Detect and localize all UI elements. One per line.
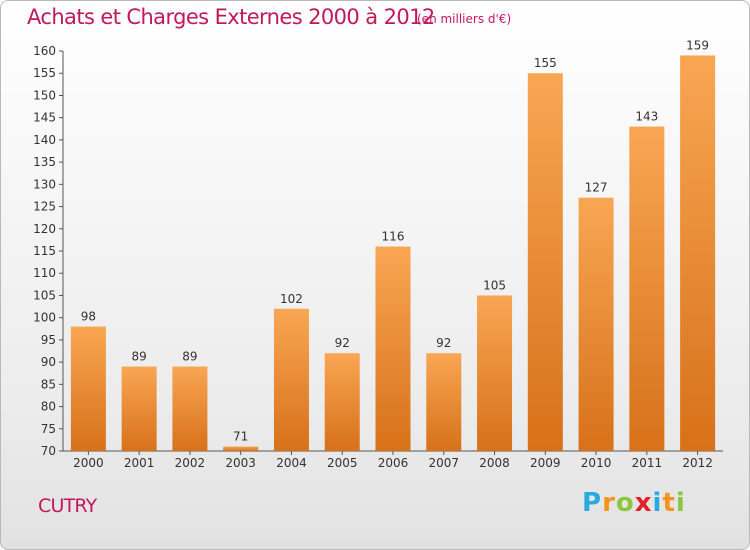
x-tick-label: 2008 xyxy=(479,456,510,470)
y-tick-label: 125 xyxy=(33,200,56,214)
value-label-2000: 98 xyxy=(81,310,96,324)
y-tick-label: 115 xyxy=(33,244,56,258)
logo-letter: x xyxy=(634,488,653,518)
x-tick-label: 2001 xyxy=(124,456,155,470)
y-tick-label: 75 xyxy=(41,422,56,436)
bar-2008 xyxy=(477,295,513,451)
y-tick-label: 110 xyxy=(33,266,56,280)
x-tick-label: 2012 xyxy=(682,456,713,470)
x-tick-label: 2004 xyxy=(276,456,307,470)
y-tick-label: 90 xyxy=(41,355,56,369)
bar-2002 xyxy=(172,366,208,451)
value-label-2006: 116 xyxy=(382,230,405,244)
value-label-2008: 105 xyxy=(483,278,506,292)
chart-title: Achats et Charges Externes 2000 à 2012 xyxy=(27,5,435,29)
y-tick-label: 140 xyxy=(33,133,56,147)
bar-2012 xyxy=(680,55,716,451)
bar-2010 xyxy=(578,197,614,451)
y-tick-label: 130 xyxy=(33,177,56,191)
proxiti-logo[interactable]: Proxiti xyxy=(582,488,686,518)
bar-2003 xyxy=(223,446,259,451)
y-tick-label: 105 xyxy=(33,288,56,302)
x-tick-label: 2003 xyxy=(225,456,256,470)
x-tick-label: 2011 xyxy=(632,456,663,470)
y-tick-label: 155 xyxy=(33,66,56,80)
y-tick-label: 85 xyxy=(41,377,56,391)
bar-2004 xyxy=(273,308,309,451)
bar-2011 xyxy=(629,126,665,452)
bar-2009 xyxy=(527,73,563,451)
commune-name: CUTRY xyxy=(38,495,97,517)
y-tick-label: 70 xyxy=(41,444,56,458)
x-tick-label: 2000 xyxy=(73,456,104,470)
bar-2007 xyxy=(426,353,462,451)
bar-2001 xyxy=(121,366,157,451)
y-tick-label: 80 xyxy=(41,400,56,414)
logo-letter: P xyxy=(582,488,603,518)
logo-letter: i xyxy=(652,488,663,518)
x-tick-label: 2010 xyxy=(581,456,612,470)
value-label-2003: 71 xyxy=(233,430,248,444)
x-tick-label: 2002 xyxy=(175,456,206,470)
bar-2005 xyxy=(324,353,360,451)
y-tick-label: 160 xyxy=(33,44,56,58)
y-tick-label: 135 xyxy=(33,155,56,169)
value-label-2009: 155 xyxy=(534,56,557,70)
value-label-2005: 92 xyxy=(335,336,350,350)
value-label-2002: 89 xyxy=(182,350,197,364)
value-label-2007: 92 xyxy=(436,336,451,350)
value-label-2010: 127 xyxy=(585,181,608,195)
y-tick-label: 145 xyxy=(33,111,56,125)
bar-2000 xyxy=(70,326,106,451)
bar-2006 xyxy=(375,246,411,451)
y-tick-label: 150 xyxy=(33,88,56,102)
y-tick-label: 120 xyxy=(33,222,56,236)
y-tick-label: 95 xyxy=(41,333,56,347)
chart-subtitle: (en milliers d'€) xyxy=(417,12,512,26)
x-tick-label: 2006 xyxy=(378,456,409,470)
logo-letter: t xyxy=(662,488,676,518)
value-label-2011: 143 xyxy=(635,110,658,124)
value-label-2012: 159 xyxy=(686,38,709,52)
logo-letter: r xyxy=(602,488,616,518)
logo-letter: i xyxy=(675,488,686,518)
logo-letter: o xyxy=(615,488,635,518)
x-tick-label: 2007 xyxy=(428,456,459,470)
value-label-2004: 102 xyxy=(280,292,303,306)
x-tick-label: 2009 xyxy=(530,456,561,470)
value-label-2001: 89 xyxy=(132,350,147,364)
y-tick-label: 100 xyxy=(33,311,56,325)
x-tick-label: 2005 xyxy=(327,456,358,470)
